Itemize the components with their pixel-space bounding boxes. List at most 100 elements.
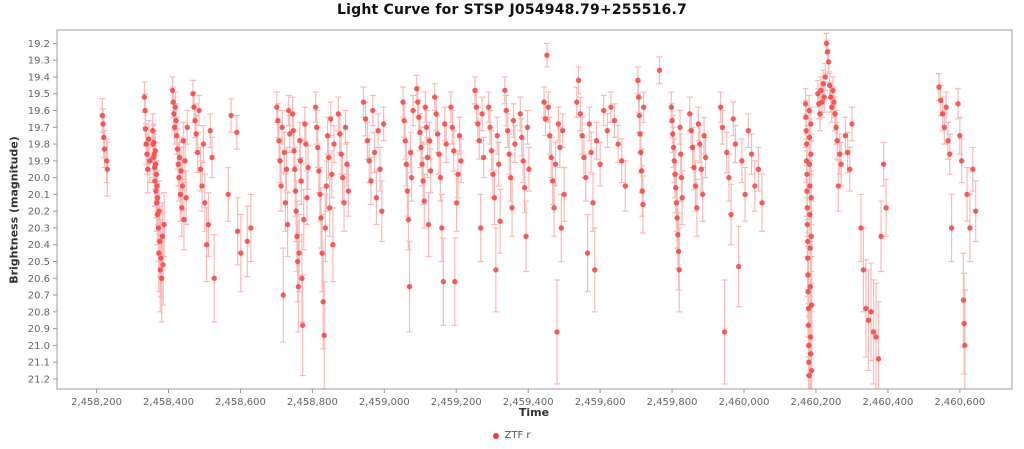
- data-point: [805, 289, 811, 295]
- data-point: [541, 99, 547, 105]
- data-point: [967, 225, 973, 231]
- data-point: [326, 205, 333, 211]
- data-point: [178, 168, 184, 174]
- data-point: [282, 200, 289, 206]
- data-point: [316, 168, 322, 174]
- legend: ZTF r: [0, 430, 1024, 441]
- data-point: [807, 334, 814, 340]
- data-point: [413, 86, 420, 92]
- data-point: [173, 117, 179, 124]
- svg-text:20.1: 20.1: [28, 190, 50, 201]
- data-point: [153, 171, 159, 177]
- data-point: [945, 138, 951, 144]
- data-point: [805, 305, 812, 312]
- data-point: [315, 144, 321, 151]
- data-point: [804, 205, 811, 211]
- data-point: [735, 263, 742, 270]
- data-point: [200, 141, 207, 147]
- data-point: [805, 272, 811, 278]
- data-point: [687, 111, 693, 117]
- data-point: [694, 205, 700, 211]
- data-point: [183, 195, 189, 201]
- data-point: [149, 127, 156, 134]
- data-point: [292, 166, 298, 172]
- data-series-ztf-r: [99, 32, 979, 389]
- data-point: [802, 101, 809, 107]
- data-point: [672, 184, 679, 191]
- data-point: [405, 216, 412, 223]
- data-point: [519, 134, 525, 141]
- data-point: [330, 242, 336, 248]
- svg-text:21.2: 21.2: [28, 374, 50, 385]
- data-point: [338, 151, 344, 157]
- svg-text:20.8: 20.8: [28, 307, 50, 318]
- data-point: [417, 129, 423, 136]
- data-point: [962, 342, 968, 349]
- data-point: [726, 174, 732, 181]
- data-point: [203, 242, 210, 248]
- data-point: [804, 171, 810, 177]
- data-point: [287, 131, 293, 137]
- data-point: [364, 138, 371, 144]
- data-point: [362, 116, 369, 122]
- data-point: [171, 111, 177, 117]
- data-point: [818, 87, 824, 94]
- data-point: [803, 114, 809, 120]
- data-point: [880, 161, 887, 167]
- data-point: [636, 112, 643, 119]
- data-point: [732, 141, 739, 147]
- data-point: [304, 195, 310, 201]
- data-point: [176, 154, 183, 161]
- data-point: [152, 148, 158, 154]
- svg-text:21.0: 21.0: [28, 341, 50, 352]
- data-point: [561, 191, 567, 198]
- data-point: [970, 166, 976, 172]
- data-point: [759, 200, 765, 206]
- data-point: [668, 104, 675, 110]
- data-point: [147, 158, 153, 164]
- data-point: [199, 183, 205, 189]
- data-point: [745, 127, 752, 134]
- data-point: [480, 154, 487, 161]
- data-point: [808, 233, 814, 240]
- data-point: [637, 131, 643, 137]
- data-point: [101, 146, 108, 152]
- data-point: [157, 238, 163, 245]
- data-point: [104, 166, 111, 172]
- data-point: [458, 158, 464, 164]
- data-point: [552, 161, 559, 167]
- data-point: [581, 154, 587, 161]
- data-point: [443, 141, 449, 147]
- data-point: [804, 238, 811, 245]
- data-point: [635, 94, 642, 100]
- data-point: [314, 124, 320, 130]
- data-point: [555, 121, 562, 127]
- data-point: [143, 141, 149, 147]
- data-point: [803, 141, 810, 147]
- data-point: [299, 275, 305, 281]
- data-point: [497, 218, 503, 224]
- data-point: [806, 161, 813, 167]
- data-point: [301, 216, 307, 223]
- data-point: [830, 87, 836, 94]
- data-point: [619, 158, 625, 164]
- data-point: [341, 200, 347, 206]
- data-point: [152, 178, 158, 184]
- data-point: [181, 216, 187, 223]
- data-point: [275, 117, 281, 124]
- data-point: [423, 124, 430, 130]
- data-point: [622, 183, 629, 189]
- data-point: [170, 99, 176, 105]
- data-point: [803, 127, 809, 134]
- data-point: [807, 283, 813, 290]
- data-point: [656, 67, 663, 73]
- data-point: [485, 104, 492, 110]
- data-point: [416, 114, 422, 120]
- data-point: [822, 74, 829, 80]
- data-point: [878, 233, 884, 240]
- data-point: [938, 97, 944, 104]
- data-point: [319, 250, 325, 256]
- data-point: [961, 320, 967, 327]
- data-point: [419, 161, 425, 167]
- data-point: [205, 221, 212, 228]
